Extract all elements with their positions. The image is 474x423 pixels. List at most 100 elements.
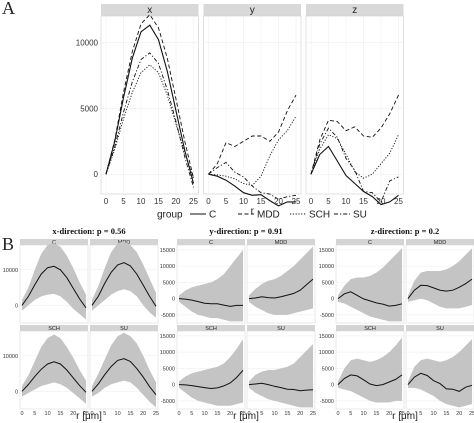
- series-line-c-x: [105, 24, 195, 184]
- facet-label: y: [250, 5, 255, 16]
- x-tick-label: 20: [70, 411, 76, 417]
- legend-label-su: SU: [353, 210, 367, 221]
- facet-plot-area: [305, 15, 404, 195]
- x-tick-label: 15: [373, 411, 379, 417]
- y-tick-label: -5000: [320, 399, 334, 405]
- x-tick-label: 0: [90, 411, 93, 417]
- x-tick-label: 10: [342, 197, 351, 206]
- x-tick-label: 5: [121, 197, 126, 206]
- mean-line-mdd: [91, 262, 157, 307]
- facet-strip: [101, 4, 199, 16]
- y-tick-label: 5000: [322, 366, 334, 372]
- facet-label: C: [368, 240, 372, 246]
- x-tick-label: 15: [257, 197, 266, 206]
- x-tick-label: 20: [274, 197, 283, 206]
- x-tick-label: 15: [284, 411, 290, 417]
- facet-label: C: [52, 240, 56, 246]
- series-line-su-y: [208, 161, 297, 200]
- series-line-sch-y: [208, 115, 297, 186]
- x-tick-label: 0: [336, 411, 339, 417]
- confidence-band-c: [179, 249, 243, 322]
- mean-line-sch: [337, 374, 403, 387]
- x-axis-title: r [μm]: [392, 411, 418, 422]
- panel-b-chart: x-direction: p = 0.56C010000MDDSCH010000…: [3, 226, 474, 422]
- direction-title: y-direction: p = 0.91: [209, 226, 282, 236]
- y-tick-label: 5000: [163, 366, 175, 372]
- mean-line-su: [248, 382, 314, 392]
- mean-line-c: [178, 298, 243, 307]
- y-tick-label: 0: [15, 303, 18, 309]
- legend-label-c: C: [209, 210, 216, 221]
- x-tick-label: 0: [206, 197, 211, 206]
- x-tick-label: 25: [469, 411, 474, 417]
- facet-label: C: [209, 240, 213, 246]
- facet-label: SCH: [48, 326, 60, 332]
- facet-strip: [247, 325, 315, 331]
- x-tick-label: 10: [45, 411, 51, 417]
- facet-strip: [306, 4, 404, 16]
- x-tick-label: 0: [177, 411, 180, 417]
- y-tick-label: 0: [94, 170, 99, 179]
- x-tick-label: 5: [349, 411, 352, 417]
- facet-plot-area: [100, 15, 199, 195]
- x-tick-label: 25: [399, 411, 405, 417]
- x-tick-label: 20: [297, 411, 303, 417]
- confidence-band-mdd: [92, 241, 156, 318]
- y-tick-label: 5000: [322, 280, 334, 286]
- x-tick-label: 5: [103, 411, 106, 417]
- x-tick-label: 25: [394, 197, 403, 206]
- facet-label: x: [147, 5, 152, 16]
- x-tick-label: 5: [326, 197, 331, 206]
- y-tick-label: 15000: [160, 334, 175, 340]
- y-tick-label: -5000: [320, 313, 334, 319]
- y-tick-label: -5000: [161, 313, 175, 319]
- facet-label: SCH: [364, 326, 376, 332]
- mean-line-mdd: [407, 278, 473, 299]
- facet-label: SU: [120, 326, 128, 332]
- x-tick-label: 5: [224, 197, 229, 206]
- y-tick-label: 10000: [160, 350, 175, 356]
- facet-label: MDD: [275, 240, 288, 246]
- facet-strip: [406, 239, 474, 245]
- x-tick-label: 20: [140, 411, 146, 417]
- y-tick-label: 0: [15, 389, 18, 395]
- facet-strip: [247, 239, 315, 245]
- x-tick-label: 0: [104, 197, 109, 206]
- y-tick-label: 10000: [319, 350, 334, 356]
- x-tick-label: 20: [377, 197, 386, 206]
- x-axis-title: r: [251, 206, 255, 217]
- x-tick-label: 10: [431, 411, 437, 417]
- y-tick-label: 10000: [160, 264, 175, 270]
- direction-title: z-direction: p = 0.2: [371, 226, 439, 236]
- x-tick-label: 20: [172, 197, 181, 206]
- legend-title: group: [157, 210, 183, 221]
- series-line-c-z: [310, 145, 399, 206]
- confidence-band-mdd: [408, 248, 472, 309]
- facet-strip: [203, 4, 301, 16]
- x-tick-label: 25: [83, 411, 89, 417]
- mean-line-su: [407, 372, 473, 392]
- legend-label-sch: SCH: [309, 210, 330, 221]
- series-line-sch-z: [310, 134, 399, 179]
- facet-plot-area: [203, 15, 302, 195]
- x-tick-label: 20: [456, 411, 462, 417]
- x-tick-label: 10: [361, 411, 367, 417]
- y-tick-label: 10000: [319, 264, 334, 270]
- facet-strip: [20, 325, 88, 331]
- x-tick-label: 5: [419, 411, 422, 417]
- series-line-c-y: [208, 173, 296, 207]
- y-tick-label: 0: [331, 297, 334, 303]
- series-line-su-x: [105, 52, 194, 188]
- x-tick-label: 5: [260, 411, 263, 417]
- mean-line-c: [337, 291, 403, 307]
- y-tick-label: 10000: [3, 354, 18, 360]
- confidence-band-sch: [338, 337, 402, 403]
- direction-title: x-direction: p = 0.56: [52, 226, 125, 236]
- x-tick-label: 0: [406, 411, 409, 417]
- y-tick-label: 10000: [3, 268, 18, 274]
- facet-label: z: [352, 5, 357, 16]
- y-tick-label: 0: [331, 383, 334, 389]
- confidence-band-sch: [22, 334, 86, 404]
- y-tick-label: 0: [172, 297, 175, 303]
